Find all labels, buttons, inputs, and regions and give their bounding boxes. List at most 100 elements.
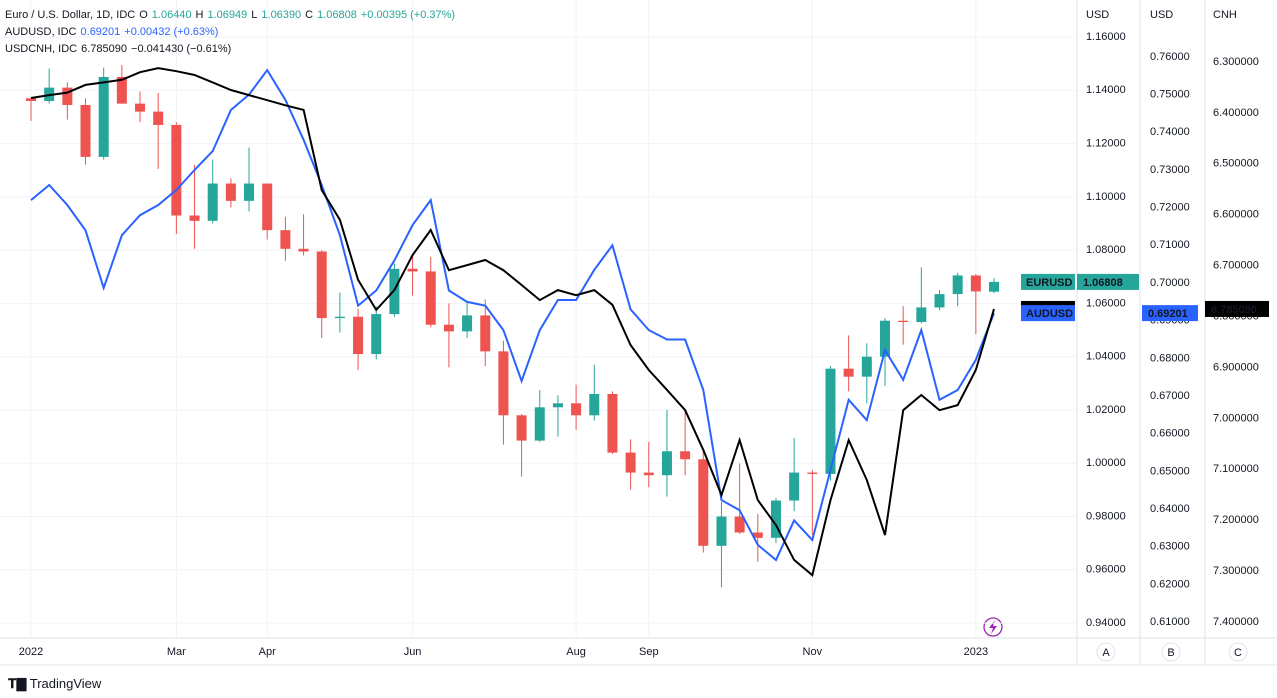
candle-body bbox=[861, 356, 872, 377]
candle-body bbox=[825, 368, 836, 474]
line-series bbox=[30, 67, 995, 578]
brand-icon: 𝐓▇ bbox=[8, 676, 27, 691]
series-badge bbox=[1021, 305, 1075, 322]
candle-body bbox=[371, 314, 382, 355]
candle-body bbox=[734, 516, 745, 533]
price-badge bbox=[1142, 305, 1198, 322]
candle-body bbox=[225, 183, 236, 201]
y-tick-label: 0.66000 bbox=[1150, 428, 1190, 440]
legend-row[interactable]: AUDUSD, IDC 0.69201 +0.00432 (+0.63%) bbox=[5, 26, 222, 38]
y-tick-label: 0.67000 bbox=[1150, 390, 1190, 402]
candle-body bbox=[516, 415, 527, 441]
candle-body bbox=[843, 368, 854, 377]
axis-button-label: A bbox=[1102, 647, 1110, 659]
legend-row[interactable]: Euro / U.S. Dollar, 1D, IDC O 1.06440 H 1.06… bbox=[5, 9, 459, 21]
candle-body bbox=[698, 459, 709, 546]
candle-body bbox=[916, 307, 927, 323]
price-badge bbox=[1077, 273, 1139, 290]
candle-body bbox=[534, 407, 545, 441]
y-tick-label: 1.02000 bbox=[1086, 404, 1126, 416]
y-tick-label: 6.600000 bbox=[1213, 209, 1259, 221]
candle-body bbox=[607, 393, 618, 453]
candle-body bbox=[425, 271, 436, 325]
candle-body bbox=[207, 183, 218, 221]
candle-body bbox=[898, 320, 909, 323]
x-tick-label: Apr bbox=[259, 646, 276, 658]
y-tick-label: 0.96000 bbox=[1086, 564, 1126, 576]
x-tick-label: Mar bbox=[167, 646, 186, 658]
candle-body bbox=[498, 351, 509, 416]
candle-body bbox=[98, 76, 109, 157]
legend-text: +0.00395 (+0.37%) bbox=[360, 9, 456, 21]
x-tick-label: 2023 bbox=[964, 646, 988, 658]
y-tick-label: 7.300000 bbox=[1213, 565, 1259, 577]
candle-body bbox=[171, 124, 182, 216]
y-tick-label: 1.10000 bbox=[1086, 191, 1126, 203]
y-tick-label: 0.70000 bbox=[1150, 277, 1190, 289]
price-badge-value: 6.785090 bbox=[1211, 304, 1257, 316]
y-tick-label: 0.68000 bbox=[1150, 352, 1190, 364]
y-tick-label: 6.400000 bbox=[1213, 107, 1259, 119]
y-tick-label: 1.16000 bbox=[1086, 31, 1126, 43]
candle-body bbox=[262, 183, 273, 231]
axis-button-label: B bbox=[1167, 647, 1174, 659]
legend-text: 1.06390 bbox=[261, 9, 302, 21]
candle-body bbox=[80, 104, 91, 157]
candle-body bbox=[571, 403, 582, 416]
price-badge-value: 1.06808 bbox=[1083, 277, 1123, 289]
axis-button[interactable] bbox=[1161, 642, 1181, 662]
y-tick-label: 6.300000 bbox=[1213, 56, 1259, 68]
lightning-icon[interactable] bbox=[983, 617, 1003, 637]
line-series bbox=[30, 68, 995, 562]
axis-unit: USD bbox=[1150, 9, 1173, 21]
y-tick-label: 0.64000 bbox=[1150, 503, 1190, 515]
candle-body bbox=[952, 275, 963, 295]
y-tick-label: 6.700000 bbox=[1213, 260, 1259, 272]
legend-text: AUDUSD, IDC bbox=[5, 26, 77, 38]
x-tick-label: Aug bbox=[566, 646, 586, 658]
y-tick-label: 1.00000 bbox=[1086, 457, 1126, 469]
grid bbox=[0, 0, 1077, 638]
y-tick-label: 0.71000 bbox=[1150, 239, 1190, 251]
candle-body bbox=[643, 472, 654, 476]
axis-button[interactable] bbox=[1096, 642, 1116, 662]
y-tick-label: 7.400000 bbox=[1213, 616, 1259, 628]
brand-logo[interactable]: 𝐓▇ TradingView bbox=[8, 676, 101, 692]
legend-text: C bbox=[305, 9, 314, 21]
y-tick-label: 0.76000 bbox=[1150, 51, 1190, 63]
candle-body bbox=[752, 532, 763, 538]
axis-button[interactable] bbox=[1228, 642, 1248, 662]
legend-text: O bbox=[139, 9, 148, 21]
candle-body bbox=[480, 315, 491, 352]
price-badge bbox=[1205, 300, 1269, 317]
series-badge bbox=[1021, 273, 1075, 290]
candle-body bbox=[407, 268, 418, 272]
candle-body bbox=[625, 452, 636, 473]
legend-text: 1.06949 bbox=[207, 9, 248, 21]
price-badge-value: 0.69201 bbox=[1148, 308, 1188, 320]
candle-body bbox=[316, 251, 327, 319]
candle-body bbox=[807, 472, 818, 474]
y-tick-label: 0.75000 bbox=[1150, 88, 1190, 100]
x-tick-label: 2022 bbox=[19, 646, 43, 658]
y-tick-label: 0.62000 bbox=[1150, 578, 1190, 590]
candle-body bbox=[879, 320, 890, 357]
y-tick-label: 1.14000 bbox=[1086, 84, 1126, 96]
legend-text: L bbox=[251, 9, 258, 21]
candle-body bbox=[789, 472, 800, 501]
candle-body bbox=[589, 393, 600, 416]
candle-body bbox=[770, 500, 781, 538]
x-tick-label: Jun bbox=[404, 646, 422, 658]
candle-body bbox=[353, 316, 364, 355]
y-tick-label: 7.200000 bbox=[1213, 514, 1259, 526]
legend-row[interactable]: USDCNH, IDC 6.785090 −0.041430 (−0.61%) bbox=[5, 43, 235, 55]
candle-body bbox=[62, 87, 73, 105]
legend-text: +0.00432 (+0.63%) bbox=[124, 26, 219, 38]
y-tick-label: 6.900000 bbox=[1213, 361, 1259, 373]
legend-text: 1.06808 bbox=[317, 9, 357, 21]
y-tick-label: 7.000000 bbox=[1213, 412, 1259, 424]
candle-body bbox=[934, 294, 945, 308]
legend-text: Euro / U.S. Dollar, 1D, IDC bbox=[5, 9, 136, 21]
y-tick-label: 1.12000 bbox=[1086, 137, 1126, 149]
